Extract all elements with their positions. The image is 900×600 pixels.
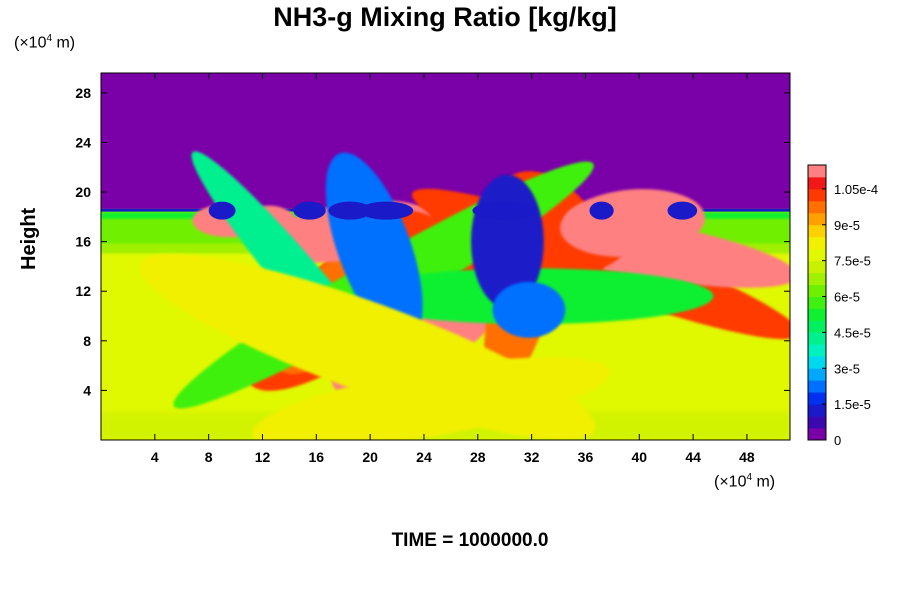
y-tick-label-8: 8	[83, 333, 91, 349]
colorbar-label-5: 7.5e-5	[834, 254, 871, 269]
y-tick-label-4: 4	[83, 382, 91, 398]
interface-dip-2	[328, 201, 372, 220]
colorbar-level-14	[808, 260, 826, 274]
y-tick-label-16: 16	[75, 234, 91, 250]
colorbar-label-0: 0	[834, 433, 841, 448]
x-tick-label-20: 20	[362, 449, 378, 465]
colorbar-level-10	[808, 308, 826, 321]
colorbar-level-5	[808, 368, 826, 381]
colorbar-level-0	[808, 428, 826, 441]
x-tick-label-16: 16	[309, 449, 325, 465]
x-tick-label-36: 36	[578, 449, 594, 465]
colorbar-level-15	[808, 248, 826, 262]
interface-dip-4	[472, 201, 538, 220]
colorbar-level-13	[808, 272, 826, 285]
y-tick-label-12: 12	[75, 283, 91, 299]
colorbar-level-2	[808, 404, 826, 417]
colorbar-level-20	[808, 188, 826, 202]
colorbar: 0 1.5e-5 3e-5 4.5e-5 6e-5 7.5e-5 9e-5 1.05e-4	[807, 164, 878, 448]
heatmap-field	[101, 73, 790, 440]
colorbar-level-4	[808, 380, 826, 393]
colorbar-frame	[807, 164, 827, 441]
colorbar-label-1: 1.5e-5	[834, 397, 871, 412]
colorbar-level-1	[808, 416, 826, 429]
x-tick-label-8: 8	[205, 449, 213, 465]
y-axis-ticks: 4 8 12 16 20 24 28	[75, 85, 790, 398]
colorbar-level-21	[808, 176, 826, 190]
time-readout: TIME = 1000000.0	[391, 530, 549, 551]
x-tick-label-32: 32	[524, 449, 540, 465]
y-tick-label-28: 28	[75, 85, 91, 101]
plume-21	[492, 281, 566, 338]
x-unit-label: (×104 m)	[714, 472, 776, 491]
x-axis-ticks: 4 8 12 16 20 24 28 32 36 40 44 48	[151, 73, 755, 465]
chart-title: NH3-g Mixing Ratio [kg/kg]	[273, 2, 617, 32]
colorbar-label-7: 1.05e-4	[834, 182, 878, 197]
colorbar-level-19	[808, 200, 826, 214]
colorbar-label-4: 6e-5	[834, 290, 860, 305]
interface-dip-6	[667, 201, 698, 220]
y-unit-label: (×104 m)	[14, 33, 76, 52]
interface-dip-0	[208, 201, 236, 220]
colorbar-level-22	[808, 165, 826, 178]
colorbar-level-7	[808, 344, 826, 357]
colorbar-level-8	[808, 332, 826, 345]
colorbar-level-9	[808, 320, 826, 333]
colorbar-level-11	[808, 296, 826, 309]
colorbar-level-3	[808, 392, 826, 405]
x-tick-label-4: 4	[151, 449, 159, 465]
x-tick-label-28: 28	[470, 449, 486, 465]
colorbar-level-16	[808, 236, 826, 250]
x-tick-label-24: 24	[416, 449, 432, 465]
colorbar-level-18	[808, 212, 826, 226]
colorbar-label-3: 4.5e-5	[834, 325, 871, 340]
colorbar-level-17	[808, 224, 826, 238]
y-tick-label-24: 24	[75, 134, 91, 150]
colorbar-label-6: 9e-5	[834, 218, 860, 233]
plume-15	[563, 199, 661, 245]
interface-dip-1	[293, 201, 326, 220]
colorbar-label-2: 3e-5	[834, 361, 860, 376]
plume-19	[325, 152, 423, 344]
region-top	[101, 73, 790, 209]
plume-23	[251, 357, 610, 440]
plot-frame	[100, 72, 791, 441]
interface-dip-5	[589, 201, 614, 220]
x-tick-label-44: 44	[685, 449, 701, 465]
colorbar-level-12	[808, 284, 826, 297]
x-tick-label-48: 48	[739, 449, 755, 465]
y-tick-label-20: 20	[75, 184, 91, 200]
interface-dip-3	[359, 201, 414, 220]
colorbar-level-6	[808, 356, 826, 369]
x-tick-label-12: 12	[255, 449, 271, 465]
x-tick-label-40: 40	[631, 449, 647, 465]
